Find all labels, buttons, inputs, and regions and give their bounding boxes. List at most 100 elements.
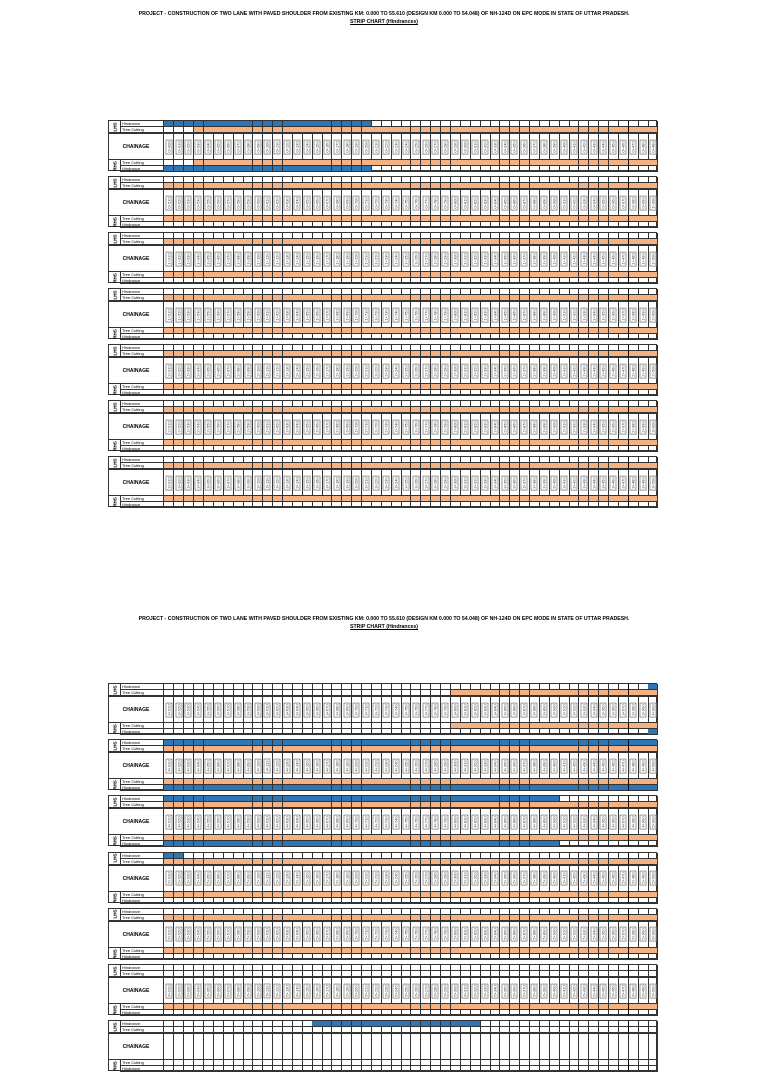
rhs-hindrance-cell[interactable] — [450, 1066, 461, 1072]
lhs-hindrance-cell[interactable] — [361, 121, 372, 127]
rhs-hindrance-cell[interactable] — [411, 446, 422, 452]
rhs-hindrance-cell[interactable] — [598, 502, 610, 508]
rhs-hindrance-cell[interactable] — [322, 785, 333, 792]
rhs-tree-cutting-cell[interactable] — [292, 216, 303, 222]
rhs-tree-cutting-cell[interactable] — [173, 216, 185, 222]
lhs-tree-cutting-cell[interactable] — [539, 127, 550, 133]
rhs-hindrance-cell[interactable] — [381, 1010, 392, 1016]
rhs-tree-cutting-cell[interactable] — [252, 216, 264, 222]
lhs-hindrance-cell[interactable] — [549, 289, 560, 295]
rhs-hindrance-cell[interactable] — [213, 897, 224, 904]
rhs-hindrance-cell[interactable] — [391, 841, 402, 848]
rhs-hindrance-cell[interactable] — [233, 446, 244, 452]
lhs-hindrance-cell[interactable] — [262, 121, 274, 127]
rhs-hindrance-cell[interactable] — [509, 334, 521, 340]
lhs-tree-cutting-cell[interactable] — [361, 239, 372, 245]
rhs-hindrance-cell[interactable] — [648, 166, 659, 172]
rhs-hindrance-cell[interactable] — [628, 897, 639, 904]
lhs-tree-cutting-cell[interactable] — [430, 239, 442, 245]
lhs-hindrance-cell[interactable] — [302, 121, 313, 127]
rhs-hindrance-cell[interactable] — [312, 1010, 323, 1016]
lhs-hindrance-cell[interactable] — [628, 233, 639, 239]
lhs-tree-cutting-cell[interactable] — [351, 239, 363, 245]
rhs-tree-cutting-cell[interactable] — [381, 272, 392, 278]
rhs-hindrance-cell[interactable] — [470, 390, 481, 396]
rhs-hindrance-cell[interactable] — [173, 785, 185, 792]
lhs-tree-cutting-cell[interactable] — [233, 183, 244, 189]
rhs-hindrance-cell[interactable] — [480, 446, 491, 452]
rhs-tree-cutting-cell[interactable] — [608, 216, 619, 222]
rhs-hindrance-cell[interactable] — [450, 502, 461, 508]
lhs-tree-cutting-cell[interactable] — [420, 183, 432, 189]
rhs-hindrance-cell[interactable] — [598, 222, 610, 228]
rhs-hindrance-cell[interactable] — [470, 278, 481, 284]
rhs-hindrance-cell[interactable] — [401, 446, 412, 452]
lhs-hindrance-cell[interactable] — [213, 177, 224, 183]
lhs-hindrance-cell[interactable] — [628, 121, 639, 127]
rhs-hindrance-cell[interactable] — [569, 446, 580, 452]
lhs-hindrance-cell[interactable] — [480, 233, 491, 239]
rhs-hindrance-cell[interactable] — [381, 729, 392, 735]
rhs-hindrance-cell[interactable] — [549, 785, 560, 792]
rhs-tree-cutting-cell[interactable] — [411, 160, 422, 166]
lhs-hindrance-cell[interactable] — [608, 121, 619, 127]
rhs-hindrance-cell[interactable] — [539, 390, 550, 396]
lhs-tree-cutting-cell[interactable] — [509, 239, 521, 245]
lhs-hindrance-cell[interactable] — [430, 177, 442, 183]
lhs-hindrance-cell[interactable] — [598, 233, 610, 239]
rhs-hindrance-cell[interactable] — [480, 502, 491, 508]
lhs-hindrance-cell[interactable] — [638, 177, 649, 183]
rhs-hindrance-cell[interactable] — [529, 841, 540, 848]
rhs-hindrance-cell[interactable] — [203, 953, 214, 960]
rhs-tree-cutting-cell[interactable] — [401, 216, 412, 222]
lhs-tree-cutting-cell[interactable] — [509, 183, 521, 189]
rhs-hindrance-cell[interactable] — [569, 785, 580, 792]
lhs-hindrance-cell[interactable] — [569, 233, 580, 239]
rhs-hindrance-cell[interactable] — [509, 897, 521, 904]
rhs-hindrance-cell[interactable] — [312, 953, 323, 960]
lhs-hindrance-cell[interactable] — [213, 289, 224, 295]
lhs-hindrance-cell[interactable] — [223, 233, 234, 239]
rhs-tree-cutting-cell[interactable] — [262, 160, 274, 166]
rhs-hindrance-cell[interactable] — [292, 953, 303, 960]
lhs-hindrance-cell[interactable] — [312, 121, 323, 127]
rhs-tree-cutting-cell[interactable] — [282, 272, 293, 278]
rhs-hindrance-cell[interactable] — [164, 334, 175, 340]
lhs-hindrance-cell[interactable] — [282, 121, 293, 127]
rhs-hindrance-cell[interactable] — [509, 1010, 521, 1016]
rhs-hindrance-cell[interactable] — [460, 334, 471, 340]
rhs-hindrance-cell[interactable] — [341, 334, 353, 340]
rhs-hindrance-cell[interactable] — [618, 897, 629, 904]
rhs-hindrance-cell[interactable] — [371, 1066, 382, 1072]
rhs-hindrance-cell[interactable] — [292, 278, 303, 284]
rhs-hindrance-cell[interactable] — [302, 953, 313, 960]
rhs-tree-cutting-cell[interactable] — [361, 216, 372, 222]
lhs-hindrance-cell[interactable] — [499, 177, 511, 183]
lhs-hindrance-cell[interactable] — [282, 177, 293, 183]
rhs-hindrance-cell[interactable] — [430, 334, 442, 340]
rhs-hindrance-cell[interactable] — [183, 841, 195, 848]
lhs-hindrance-cell[interactable] — [460, 177, 471, 183]
rhs-hindrance-cell[interactable] — [223, 166, 234, 172]
lhs-hindrance-cell[interactable] — [411, 289, 422, 295]
rhs-hindrance-cell[interactable] — [618, 953, 629, 960]
rhs-hindrance-cell[interactable] — [183, 278, 195, 284]
rhs-tree-cutting-cell[interactable] — [272, 216, 284, 222]
rhs-hindrance-cell[interactable] — [233, 1010, 244, 1016]
rhs-hindrance-cell[interactable] — [628, 222, 639, 228]
lhs-hindrance-cell[interactable] — [569, 177, 580, 183]
rhs-hindrance-cell[interactable] — [193, 1066, 204, 1072]
lhs-tree-cutting-cell[interactable] — [312, 239, 323, 245]
lhs-hindrance-cell[interactable] — [638, 121, 649, 127]
rhs-tree-cutting-cell[interactable] — [262, 272, 274, 278]
rhs-tree-cutting-cell[interactable] — [223, 160, 234, 166]
lhs-tree-cutting-cell[interactable] — [252, 295, 264, 301]
rhs-hindrance-cell[interactable] — [569, 1010, 580, 1016]
rhs-hindrance-cell[interactable] — [183, 390, 195, 396]
rhs-hindrance-cell[interactable] — [628, 502, 639, 508]
rhs-hindrance-cell[interactable] — [499, 278, 511, 284]
lhs-tree-cutting-cell[interactable] — [322, 295, 333, 301]
rhs-hindrance-cell[interactable] — [391, 166, 402, 172]
rhs-hindrance-cell[interactable] — [193, 390, 204, 396]
lhs-tree-cutting-cell[interactable] — [213, 295, 224, 301]
